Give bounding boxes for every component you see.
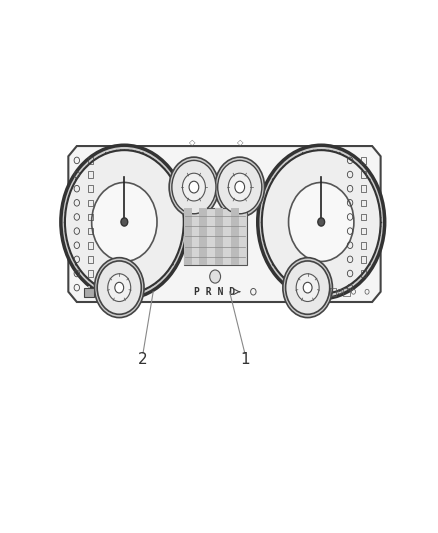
Circle shape: [92, 182, 157, 262]
Bar: [231, 207, 239, 265]
Circle shape: [65, 150, 184, 294]
Circle shape: [169, 157, 219, 217]
Bar: [88, 157, 93, 164]
Circle shape: [210, 270, 221, 283]
Text: 1: 1: [240, 352, 250, 367]
Circle shape: [215, 157, 265, 217]
Circle shape: [303, 282, 312, 293]
Bar: [361, 185, 366, 192]
Bar: [361, 171, 366, 178]
Circle shape: [258, 145, 385, 298]
Bar: [361, 256, 366, 263]
Bar: [88, 214, 93, 220]
Circle shape: [218, 160, 262, 214]
Bar: [215, 207, 223, 265]
Circle shape: [289, 182, 354, 262]
Bar: [84, 288, 95, 297]
Bar: [88, 199, 93, 206]
Bar: [88, 286, 90, 288]
Bar: [361, 242, 366, 248]
Bar: [361, 228, 366, 235]
Circle shape: [97, 261, 141, 314]
Circle shape: [183, 173, 205, 201]
Bar: [88, 228, 93, 235]
Bar: [199, 207, 207, 265]
Bar: [330, 288, 336, 296]
Bar: [361, 157, 366, 164]
Circle shape: [262, 150, 381, 294]
Polygon shape: [68, 146, 381, 302]
Circle shape: [261, 149, 381, 295]
Bar: [184, 207, 191, 265]
Circle shape: [228, 173, 251, 201]
Circle shape: [189, 181, 199, 193]
Circle shape: [95, 257, 144, 318]
Bar: [88, 270, 93, 277]
Bar: [88, 256, 93, 263]
Text: ◇: ◇: [189, 138, 195, 147]
Text: ◇: ◇: [237, 138, 243, 147]
Circle shape: [64, 149, 184, 295]
Bar: [88, 242, 93, 248]
Circle shape: [172, 160, 216, 214]
Circle shape: [61, 145, 188, 298]
Text: 2: 2: [138, 352, 148, 367]
Bar: [184, 207, 247, 265]
Bar: [361, 199, 366, 206]
Bar: [88, 171, 93, 178]
Circle shape: [283, 257, 332, 318]
Bar: [361, 214, 366, 220]
Bar: [343, 288, 350, 296]
Circle shape: [115, 282, 124, 293]
Circle shape: [108, 274, 131, 302]
Bar: [361, 270, 366, 277]
Circle shape: [318, 218, 325, 226]
Circle shape: [235, 181, 244, 193]
Circle shape: [286, 261, 330, 314]
Circle shape: [121, 218, 128, 226]
Bar: [88, 185, 93, 192]
Circle shape: [296, 274, 319, 302]
Text: P R N D: P R N D: [194, 287, 235, 297]
